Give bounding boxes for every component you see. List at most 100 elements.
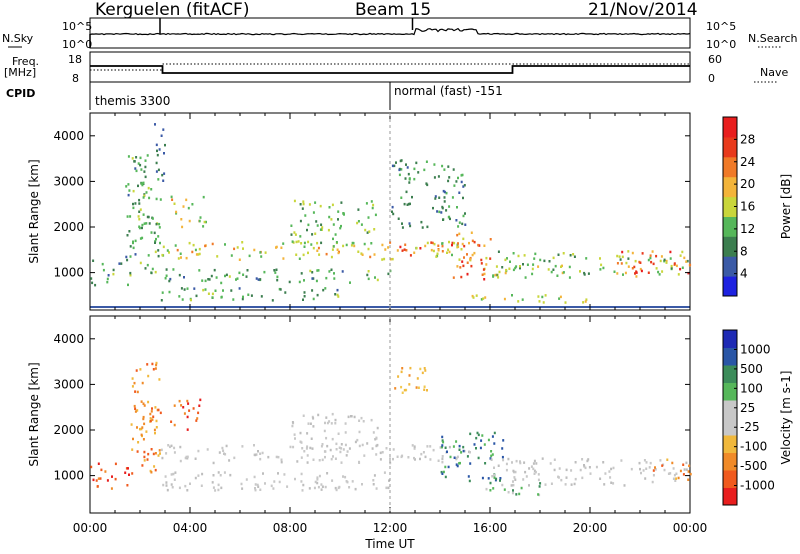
heatmap-cell <box>473 443 476 446</box>
heatmap-cell <box>360 223 363 226</box>
heatmap-cell <box>201 279 204 282</box>
heatmap-cell <box>214 289 217 292</box>
heatmap-cell <box>426 445 429 448</box>
heatmap-cell <box>631 251 634 255</box>
heatmap-cell <box>161 291 164 294</box>
heatmap-cell <box>635 271 638 274</box>
heatmap-cell <box>432 249 435 253</box>
heatmap-cell <box>229 473 232 477</box>
heatmap-cell <box>178 273 181 277</box>
heatmap-cell <box>471 239 474 243</box>
heatmap-cell <box>142 415 145 419</box>
heatmap-cell <box>354 487 357 491</box>
heatmap-cell <box>432 448 435 452</box>
heatmap-cell <box>139 261 142 265</box>
heatmap-cell <box>505 468 508 472</box>
heatmap-cell <box>424 455 427 459</box>
heatmap-cell <box>138 198 141 202</box>
heatmap-cell <box>224 274 226 278</box>
heatmap-cell <box>608 470 611 473</box>
heatmap-cell <box>639 267 642 271</box>
heatmap-cell <box>367 270 370 273</box>
heatmap-cell <box>95 479 98 482</box>
heatmap-cell <box>174 471 177 474</box>
heatmap-cell <box>114 477 117 481</box>
heatmap-cell <box>145 191 148 194</box>
heatmap-cell <box>320 483 323 486</box>
heatmap-cell <box>124 471 127 474</box>
heatmap-cell <box>682 473 685 476</box>
heatmap-cell <box>553 468 556 472</box>
heatmap-cell <box>155 222 158 226</box>
heatmap-cell <box>631 267 634 270</box>
heatmap-cell <box>675 477 678 480</box>
heatmap-cell <box>275 455 278 459</box>
heatmap-cell <box>502 458 505 462</box>
heatmap-cell <box>338 446 341 449</box>
heatmap-cell <box>290 224 293 227</box>
heatmap-cell <box>197 474 200 477</box>
velocity-colorbar-frame <box>722 329 738 506</box>
heatmap-cell <box>173 404 176 407</box>
heatmap-cell <box>342 244 345 248</box>
heatmap-cell <box>192 407 195 410</box>
heatmap-cell <box>143 194 146 197</box>
heatmap-cell <box>468 479 471 483</box>
heatmap-cell <box>682 463 685 466</box>
heatmap-cell <box>392 448 395 451</box>
heatmap-cell <box>397 217 400 220</box>
heatmap-cell <box>471 294 474 298</box>
heatmap-cell <box>321 458 324 462</box>
heatmap-cell <box>307 251 309 255</box>
heatmap-cell <box>426 389 428 392</box>
heatmap-cell <box>163 152 165 155</box>
heatmap-cell <box>360 252 363 255</box>
axis-ticks: 1000 2000 3000 4000 Slant Range [km] 1000 2000… <box>27 113 707 551</box>
heatmap-cell <box>654 468 657 471</box>
heatmap-cell <box>456 265 459 268</box>
heatmap-cell <box>463 244 466 248</box>
heatmap-cell <box>190 298 192 302</box>
heatmap-cell <box>127 467 129 470</box>
heatmap-cell <box>176 248 179 252</box>
heatmap-cell <box>532 462 535 465</box>
heatmap-cell <box>142 181 145 185</box>
heatmap-cell <box>114 462 117 466</box>
heatmap-cell <box>620 459 623 462</box>
heatmap-cell <box>316 293 319 297</box>
heatmap-cell <box>182 205 185 208</box>
heatmap-cell <box>274 271 277 274</box>
heatmap-cell <box>144 165 147 169</box>
heatmap-cell <box>143 404 146 407</box>
heatmap-cell <box>421 371 424 375</box>
heatmap-cell <box>314 201 317 204</box>
heatmap-cell <box>517 254 520 258</box>
heatmap-cell <box>679 267 682 271</box>
heatmap-cell <box>344 431 347 434</box>
heatmap-cell <box>458 258 461 261</box>
heatmap-cell <box>300 272 303 275</box>
heatmap-cell <box>170 420 173 423</box>
heatmap-cell <box>620 262 623 265</box>
heatmap-cell <box>212 461 215 465</box>
heatmap-cell <box>436 252 439 255</box>
heatmap-cell <box>314 480 317 484</box>
heatmap-cell <box>652 474 655 477</box>
heatmap-cell <box>340 201 343 204</box>
heatmap-cell <box>342 212 345 215</box>
heatmap-cell <box>148 196 151 200</box>
heatmap-cell <box>311 271 314 274</box>
heatmap-cell <box>136 450 139 453</box>
heatmap-cell <box>147 452 150 456</box>
heatmap-cell <box>149 417 152 420</box>
heatmap-cell <box>669 250 672 254</box>
heatmap-cell <box>345 243 348 247</box>
heatmap-cell <box>353 415 356 419</box>
heatmap-cell <box>298 280 301 284</box>
heatmap-cell <box>186 415 189 419</box>
heatmap-cell <box>264 482 266 485</box>
heatmap-cell <box>324 421 326 425</box>
heatmap-cell <box>560 265 562 268</box>
heatmap-cell <box>519 460 521 463</box>
heatmap-cell <box>337 251 340 255</box>
